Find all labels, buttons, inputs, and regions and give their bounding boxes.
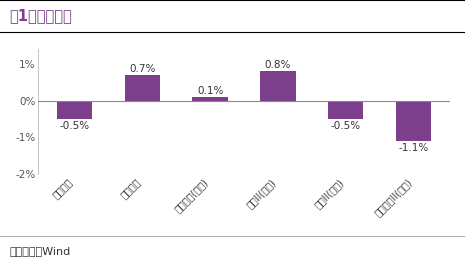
Bar — [396, 101, 431, 141]
Bar — [193, 97, 228, 101]
Text: -0.5%: -0.5% — [60, 121, 89, 131]
Bar — [260, 72, 296, 101]
Text: 0.8%: 0.8% — [265, 60, 291, 70]
Text: -1.1%: -1.1% — [399, 143, 429, 153]
Bar — [328, 101, 364, 119]
Text: 0.1%: 0.1% — [197, 86, 223, 96]
Bar — [57, 101, 92, 119]
Text: -0.5%: -0.5% — [331, 121, 361, 131]
Text: 0.7%: 0.7% — [129, 64, 155, 74]
Bar — [125, 75, 160, 101]
Text: 图1：指数表现: 图1：指数表现 — [9, 8, 72, 23]
Text: 资料来源：Wind: 资料来源：Wind — [9, 246, 71, 257]
